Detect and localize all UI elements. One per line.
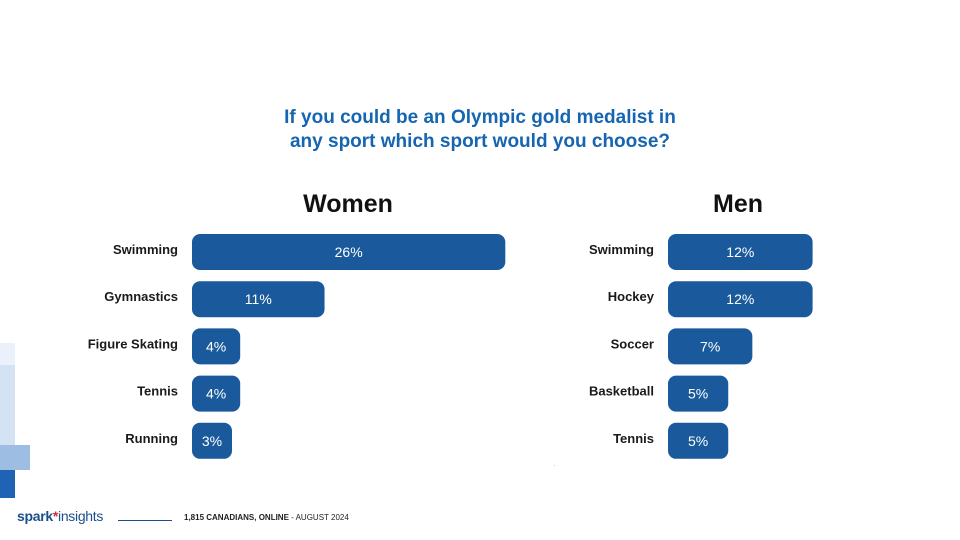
women-bar-4 xyxy=(192,375,241,412)
footer-meta: 1,815 CANADIANS, ONLINE - AUGUST 2024 xyxy=(184,513,349,522)
men-bar-5 xyxy=(668,422,729,459)
chart-question-title: If you could be an Olympic gold medalist… xyxy=(0,106,960,154)
women-bar-chart: 26% Swimming 11% Gymnastics 4% Figure Skating… xyxy=(88,234,506,459)
women-value-label-3: 4% xyxy=(206,338,226,354)
deco-block-4 xyxy=(0,470,15,498)
women-value-label-1: 26% xyxy=(335,244,363,260)
men-value-label-1: 12% xyxy=(726,244,754,260)
deco-block-3 xyxy=(0,445,30,470)
women-category-label-5: Running xyxy=(125,431,178,446)
women-value-label-2: 11% xyxy=(245,291,272,307)
men-value-label-4: 5% xyxy=(688,386,708,402)
women-value-label-5: 3% xyxy=(202,433,222,449)
men-value-label-5: 5% xyxy=(688,433,708,449)
men-category-label-1: Swimming xyxy=(589,242,654,257)
men-category-label-4: Basketball xyxy=(589,384,654,399)
men-panel-title: Men xyxy=(713,190,763,218)
deco-block-1 xyxy=(0,343,15,365)
title-line-1: If you could be an Olympic gold medalist… xyxy=(284,107,676,128)
title-line-2: any sport which sport would you choose? xyxy=(289,131,671,152)
men-category-label-5: Tennis xyxy=(613,431,654,446)
men-bar-1 xyxy=(668,234,813,270)
women-panel-title: Women xyxy=(303,190,393,218)
men-bar-4 xyxy=(668,375,729,412)
women-category-label-3: Figure Skating xyxy=(88,336,178,351)
women-category-label-4: Tennis xyxy=(137,384,178,399)
deco-block-2 xyxy=(0,365,15,445)
footer-date: AUGUST 2024 xyxy=(295,513,349,522)
footer-rule xyxy=(118,520,172,521)
men-value-label-2: 12% xyxy=(726,291,754,307)
men-bar-3 xyxy=(668,328,753,365)
women-bar-1 xyxy=(192,234,506,270)
women-value-label-4: 4% xyxy=(206,386,226,402)
men-category-label-3: Soccer xyxy=(611,336,654,351)
men-bar-2 xyxy=(668,281,813,318)
men-bar-chart: 12% Swimming 12% Hockey 7% Soccer 5% Basketball… xyxy=(589,234,813,459)
men-category-label-2: Hockey xyxy=(608,289,655,304)
women-bar-5 xyxy=(192,422,232,459)
footer-sep: - xyxy=(288,513,296,522)
men-value-label-3: 7% xyxy=(700,338,720,354)
tiny-dot xyxy=(554,465,555,466)
women-bar-3 xyxy=(192,328,241,365)
brand-logo: spark*insights xyxy=(17,508,103,524)
women-category-label-2: Gymnastics xyxy=(104,289,178,304)
brand-part-2: insights xyxy=(58,508,104,524)
brand-part-1: spark xyxy=(17,508,53,524)
brand-star: * xyxy=(52,508,59,524)
footer-sample: 1,815 CANADIANS, ONLINE xyxy=(184,513,289,522)
women-category-label-1: Swimming xyxy=(113,242,178,257)
women-bar-2 xyxy=(192,281,325,318)
